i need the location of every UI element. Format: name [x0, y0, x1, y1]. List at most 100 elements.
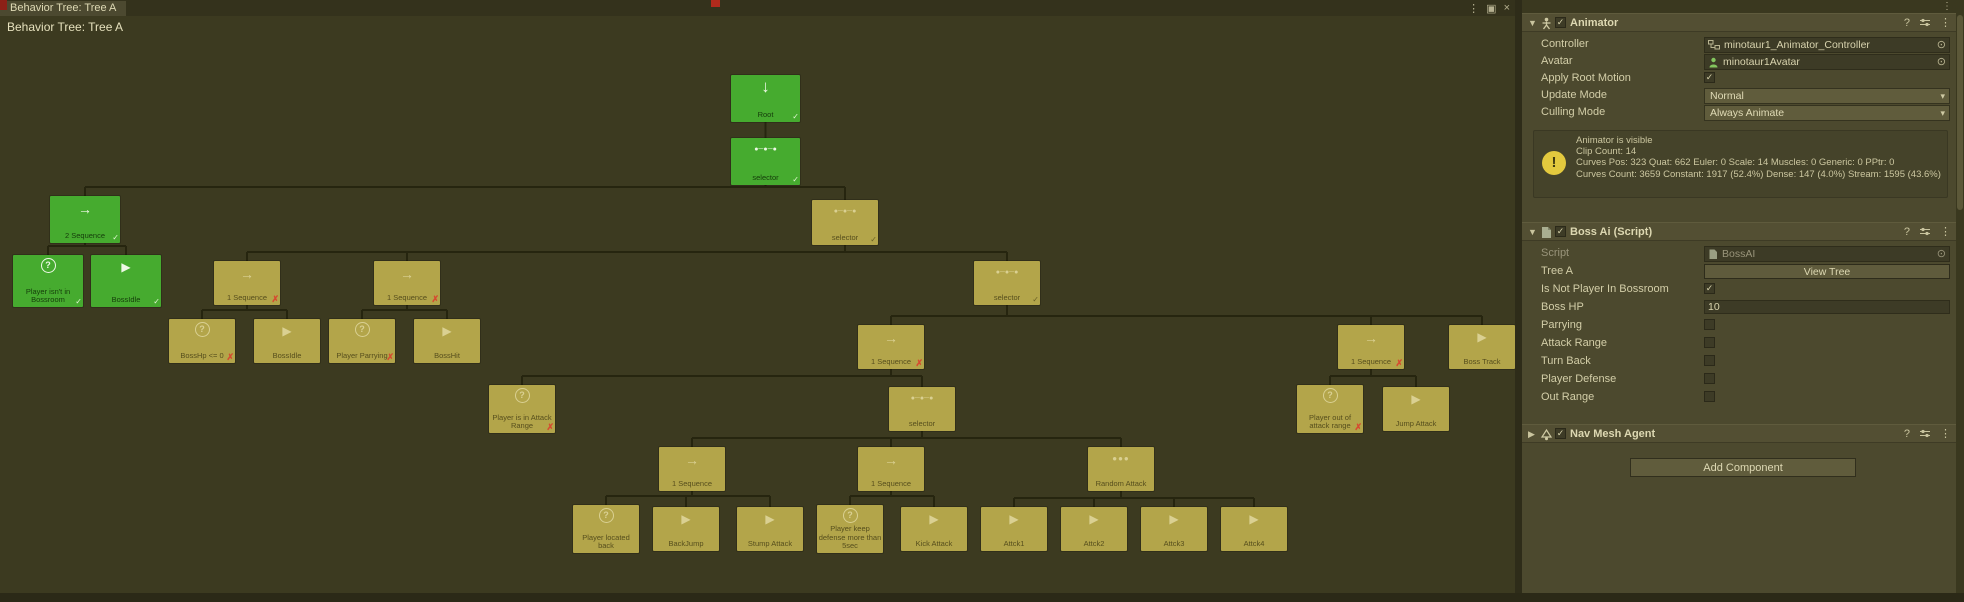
bt-node-act_attck4[interactable]: ▶ Attck4: [1221, 507, 1287, 551]
condition-icon: ?: [598, 508, 614, 523]
tab-label: Behavior Tree: Tree A: [10, 2, 117, 14]
close-icon[interactable]: ×: [1503, 2, 1510, 14]
bt-node-act_bosshit[interactable]: ▶ BossHit: [414, 319, 480, 363]
root-icon: ↓: [761, 77, 770, 96]
nav-mesh-enabled-checkbox[interactable]: [1555, 428, 1566, 439]
tab-behavior-tree[interactable]: Behavior Tree: Tree A: [0, 1, 127, 16]
object-picker-icon[interactable]: ⊙: [1936, 55, 1946, 68]
add-component-button[interactable]: Add Component: [1630, 458, 1856, 477]
cross-icon: ✗: [386, 352, 394, 362]
bt-node-sel_o3[interactable]: ●─●─● selector: [889, 387, 955, 431]
kebab-icon[interactable]: ⋮: [1940, 17, 1951, 29]
culling-mode-dropdown[interactable]: Always Animate ▾: [1704, 105, 1950, 121]
condition-icon: ?: [354, 322, 370, 337]
maximize-icon[interactable]: ▣: [1486, 2, 1497, 15]
bt-node-seq_entry[interactable]: → 2 Sequence ✓: [50, 196, 120, 243]
action-icon: ▶: [681, 512, 691, 526]
view-tree-button[interactable]: View Tree: [1704, 264, 1950, 279]
action-icon: ▶: [121, 260, 131, 274]
bt-node-label: Attck1: [1003, 539, 1025, 549]
help-icon[interactable]: ?: [1903, 16, 1910, 29]
bt-node-act_stump[interactable]: ▶ Stump Attack: [737, 507, 803, 551]
selector-icon: ●─●─●: [995, 269, 1019, 276]
preset-icon[interactable]: [1919, 428, 1931, 439]
warning-icon: !: [1542, 151, 1566, 175]
apply-root-motion-checkbox[interactable]: [1704, 72, 1715, 83]
bt-node-cond_bossroom[interactable]: ? Player isn't in Bossroom ✓: [13, 255, 83, 307]
bt-node-act_bossidle_o[interactable]: ▶ BossIdle: [254, 319, 320, 363]
attack-range-checkbox[interactable]: [1704, 337, 1715, 348]
avatar-object-field[interactable]: minotaur1Avatar ⊙: [1704, 54, 1950, 70]
bt-node-act_attck2[interactable]: ▶ Attck2: [1061, 507, 1127, 551]
bottom-scrollbar[interactable]: [0, 593, 1964, 602]
controller-object-field[interactable]: minotaur1_Animator_Controller ⊙: [1704, 37, 1950, 53]
turn-back-checkbox[interactable]: [1704, 355, 1715, 366]
parrying-checkbox[interactable]: [1704, 319, 1715, 330]
player-defense-checkbox[interactable]: [1704, 373, 1715, 384]
help-icon[interactable]: ?: [1903, 427, 1910, 440]
preset-icon[interactable]: [1919, 17, 1931, 28]
behavior-tree-panel: Behavior Tree: Tree A ⋮ ▣ × Behavior Tre…: [0, 0, 1515, 602]
help-icon[interactable]: ?: [1903, 225, 1910, 238]
bt-node-cond_bosshp[interactable]: ? BossHp <= 0 ✗: [169, 319, 235, 363]
bt-node-act_kick[interactable]: ▶ Kick Attack: [901, 507, 967, 551]
info-line: Clip Count: 14: [1576, 146, 1637, 158]
bt-node-cond_outrange[interactable]: ? Player out of attack range ✗: [1297, 385, 1363, 433]
boss-ai-enabled-checkbox[interactable]: [1555, 226, 1566, 237]
bt-node-act_jump[interactable]: ▶ Jump Attack: [1383, 387, 1449, 431]
panel-divider[interactable]: [1515, 0, 1522, 602]
bt-node-seq1b[interactable]: → 1 Sequence ✗: [374, 261, 440, 305]
is-not-player-checkbox[interactable]: [1704, 283, 1715, 294]
script-row: Script BossAI ⊙: [1522, 245, 1956, 262]
boss-ai-header[interactable]: ▼ Boss Ai (Script) ? ⋮: [1522, 222, 1956, 241]
bt-node-seq1c[interactable]: → 1 Sequence ✗: [858, 325, 924, 369]
bt-node-seq1f[interactable]: → 1 Sequence: [858, 447, 924, 491]
bt-node-label: Random Attack: [1095, 479, 1147, 489]
bt-node-rand_attack[interactable]: ●●● Random Attack: [1088, 447, 1154, 491]
bt-node-cond_inrange[interactable]: ? Player is in Attack Range ✗: [489, 385, 555, 433]
bt-node-sel_o1[interactable]: ●─●─● selector ✓: [812, 200, 878, 245]
preset-icon[interactable]: [1919, 226, 1931, 237]
nav-mesh-title: Nav Mesh Agent: [1570, 428, 1656, 440]
bt-node-cond_parry[interactable]: ? Player Parrying ✗: [329, 319, 395, 363]
apply-root-motion-row: Apply Root Motion: [1522, 70, 1956, 87]
object-picker-icon[interactable]: ⊙: [1936, 38, 1946, 51]
field-label: Tree A: [1541, 265, 1573, 277]
bt-node-act_bosstrack[interactable]: ▶ Boss Track: [1449, 325, 1515, 369]
bt-node-sel_o2[interactable]: ●─●─● selector ✓: [974, 261, 1040, 305]
animator-header[interactable]: ▼ Animator ? ⋮: [1522, 13, 1956, 32]
nav-mesh-agent-header[interactable]: ▶ Nav Mesh Agent ? ⋮: [1522, 424, 1956, 443]
out-range-checkbox[interactable]: [1704, 391, 1715, 402]
animator-enabled-checkbox[interactable]: [1555, 17, 1566, 28]
foldout-closed-icon[interactable]: ▶: [1528, 429, 1535, 439]
inspector-scrollbar[interactable]: [1956, 0, 1964, 602]
bt-node-sel_main[interactable]: ●─●─● selector ✓: [731, 138, 800, 185]
random-icon: ●●●: [1112, 454, 1130, 463]
bt-node-act_backjump[interactable]: ▶ BackJump: [653, 507, 719, 551]
kebab-icon[interactable]: ⋮: [1942, 1, 1952, 12]
bt-node-root[interactable]: ↓ Root ✓: [731, 75, 800, 122]
kebab-icon[interactable]: ⋮: [1468, 2, 1480, 15]
corner-indicator: [0, 0, 7, 10]
red-indicator: [711, 0, 720, 7]
field-label: Player Defense: [1541, 373, 1617, 385]
action-icon: ▶: [1477, 330, 1487, 344]
foldout-open-icon[interactable]: ▼: [1528, 227, 1537, 237]
bt-node-cond_back[interactable]: ? Player located back: [573, 505, 639, 553]
bt-node-cond_defense[interactable]: ? Player keep defense more than 5sec: [817, 505, 883, 553]
bt-node-seq1e[interactable]: → 1 Sequence: [659, 447, 725, 491]
bt-node-act_bossidle_g[interactable]: ▶ BossIdle ✓: [91, 255, 161, 307]
cross-icon: ✗: [271, 294, 279, 304]
bt-node-seq1a[interactable]: → 1 Sequence ✗: [214, 261, 280, 305]
scrollbar-thumb[interactable]: [1957, 15, 1963, 210]
kebab-icon[interactable]: ⋮: [1940, 428, 1951, 440]
bt-node-label: 1 Sequence: [226, 293, 268, 303]
kebab-icon[interactable]: ⋮: [1940, 226, 1951, 238]
bt-node-seq1d[interactable]: → 1 Sequence ✗: [1338, 325, 1404, 369]
update-mode-dropdown[interactable]: Normal ▾: [1704, 88, 1950, 104]
bt-node-label: 1 Sequence: [870, 479, 912, 489]
foldout-open-icon[interactable]: ▼: [1528, 18, 1537, 28]
bt-node-act_attck1[interactable]: ▶ Attck1: [981, 507, 1047, 551]
bt-node-act_attck3[interactable]: ▶ Attck3: [1141, 507, 1207, 551]
boss-hp-input[interactable]: [1704, 300, 1950, 314]
